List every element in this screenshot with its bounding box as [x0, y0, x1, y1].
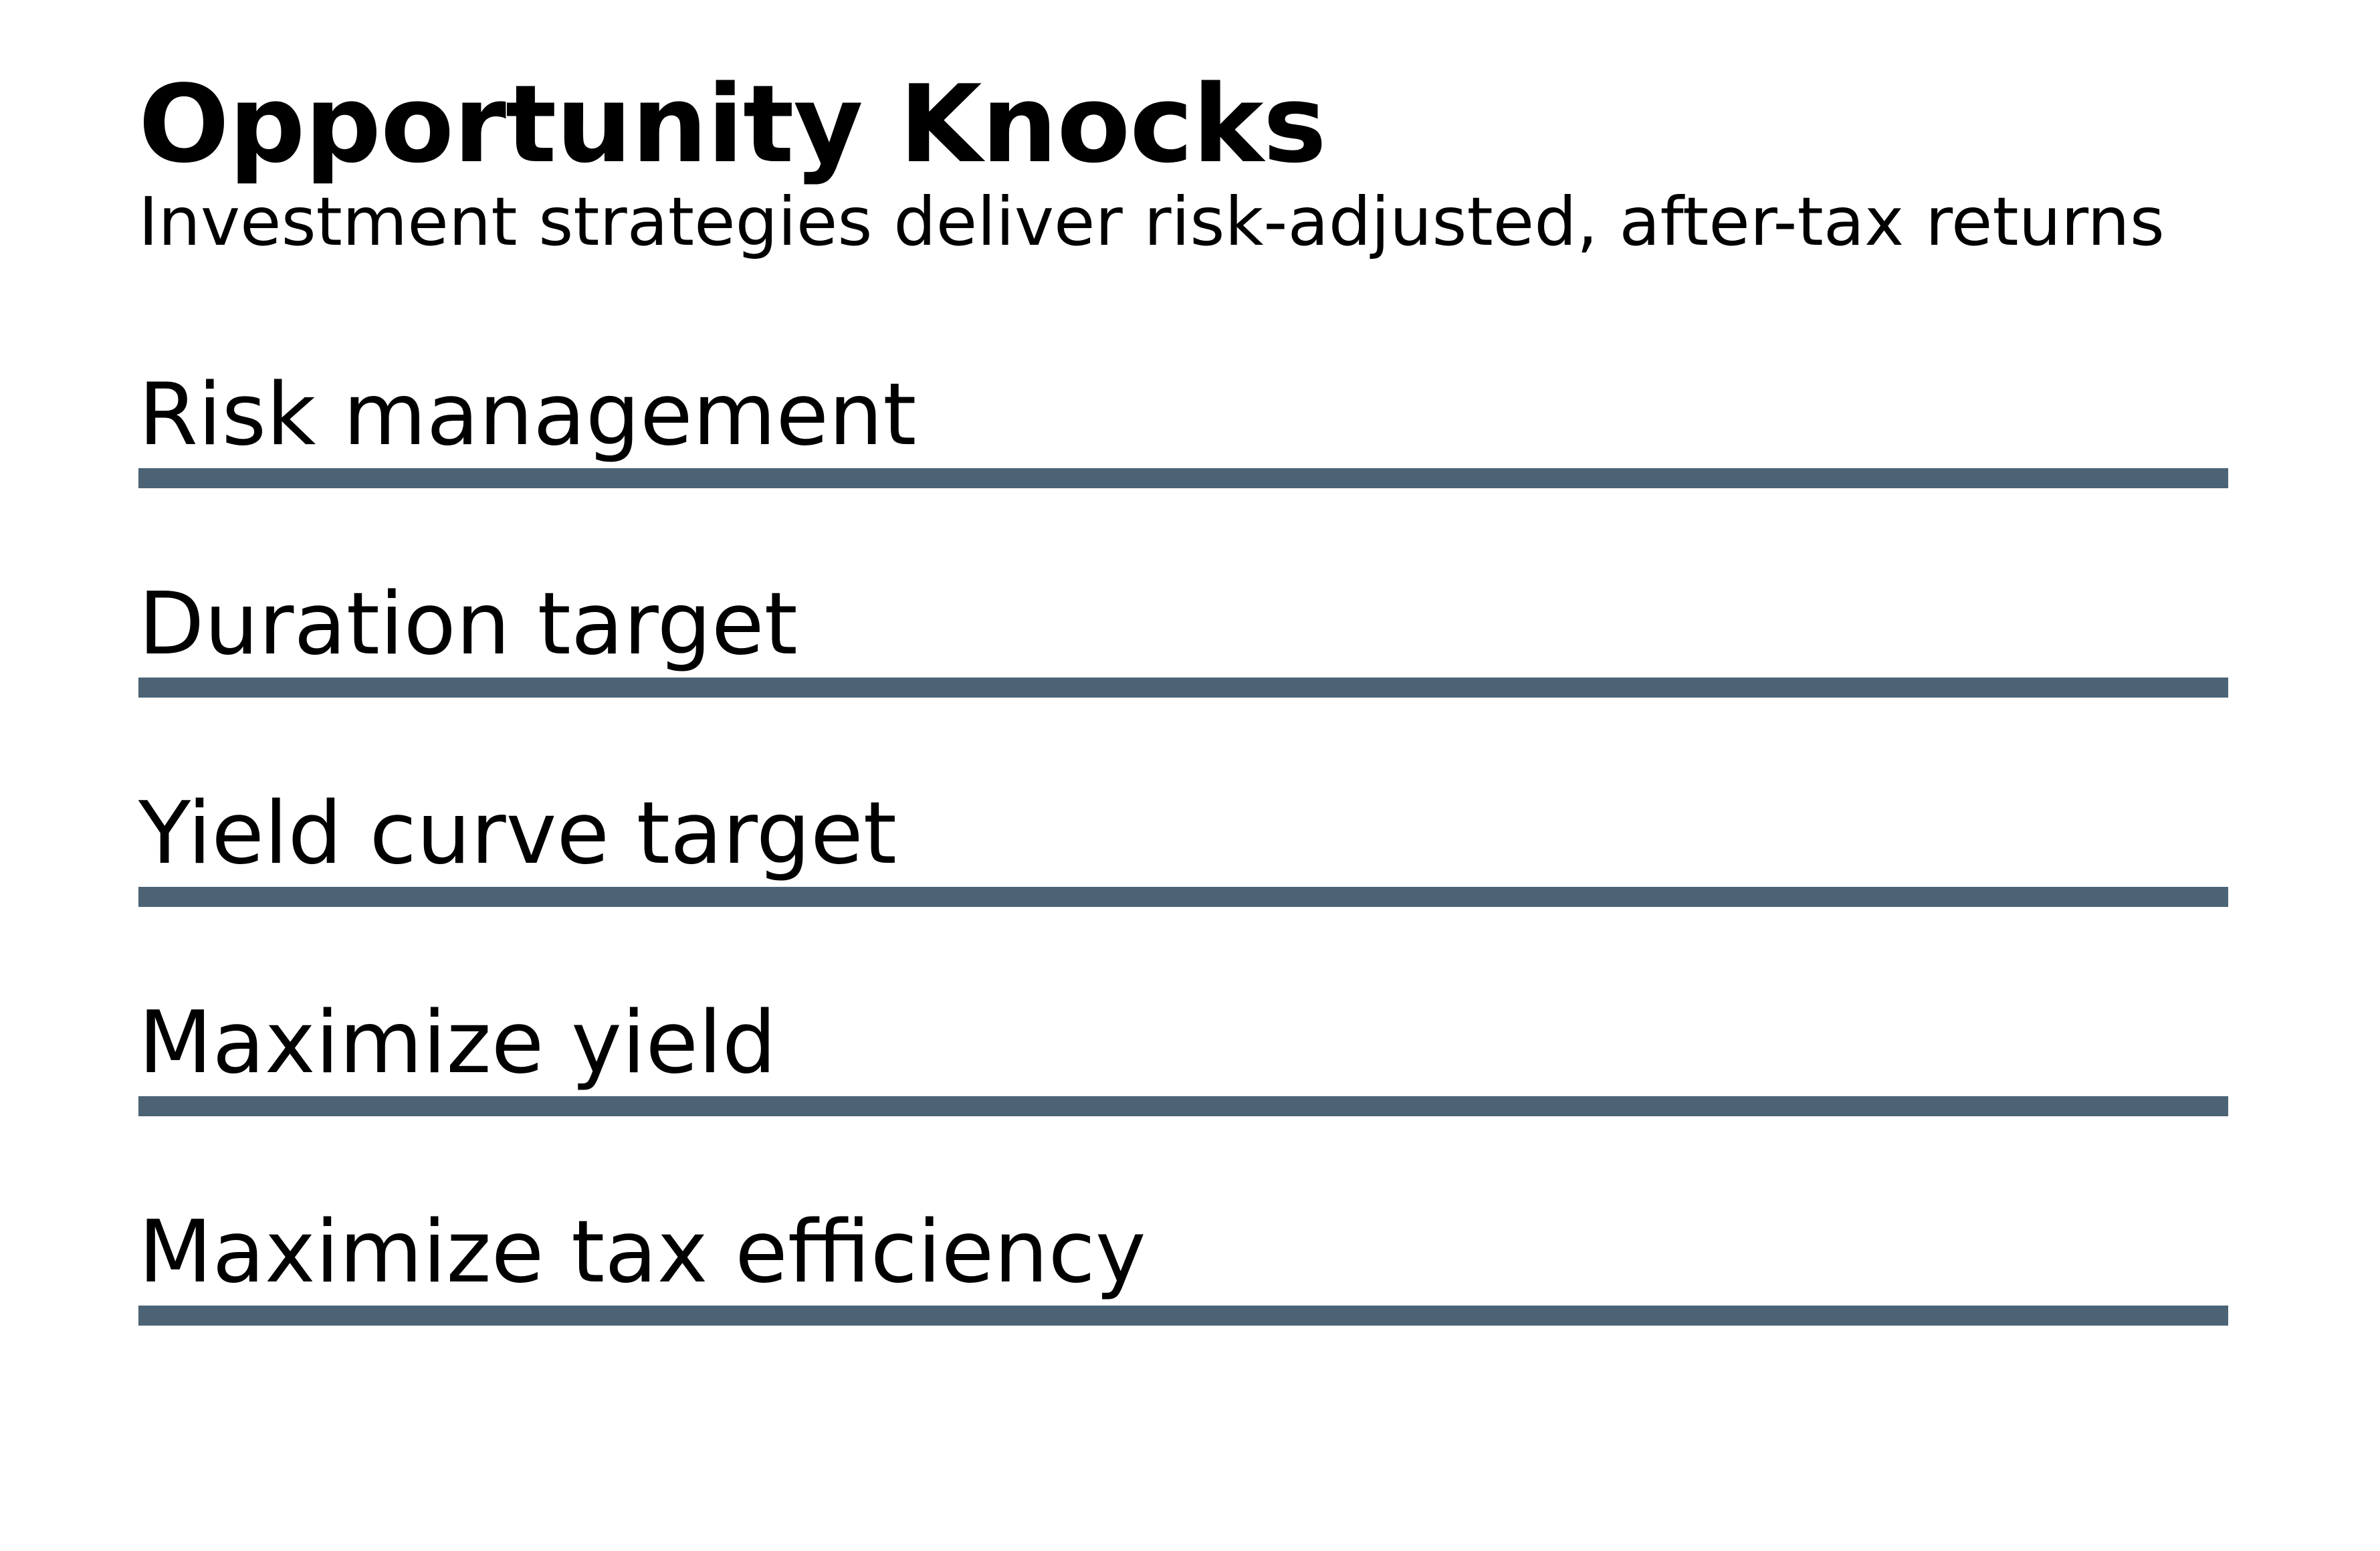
strategy-item-yield-curve-target: Yield curve target: [138, 766, 2228, 976]
strategy-item-maximize-yield: Maximize yield: [138, 976, 2228, 1185]
page-subtitle: Investment strategies deliver risk-adjus…: [138, 183, 2165, 261]
strategy-label: Maximize yield: [138, 993, 776, 1093]
strategy-divider: [138, 1096, 2228, 1116]
strategy-item-duration-target: Duration target: [138, 557, 2228, 766]
strategy-label: Maximize tax efficiency: [138, 1203, 1146, 1302]
strategy-item-risk-management: Risk management: [138, 348, 2228, 557]
strategy-divider: [138, 887, 2228, 907]
page-title: Opportunity Knocks: [138, 62, 1327, 187]
strategy-divider: [138, 678, 2228, 698]
strategy-label: Duration target: [138, 575, 798, 674]
strategy-list: Risk management Duration target Yield cu…: [138, 348, 2228, 1394]
strategy-label: Yield curve target: [138, 784, 897, 884]
strategy-label: Risk management: [138, 365, 917, 465]
strategy-divider: [138, 468, 2228, 488]
strategy-divider: [138, 1306, 2228, 1326]
strategy-item-maximize-tax-efficiency: Maximize tax efficiency: [138, 1185, 2228, 1394]
